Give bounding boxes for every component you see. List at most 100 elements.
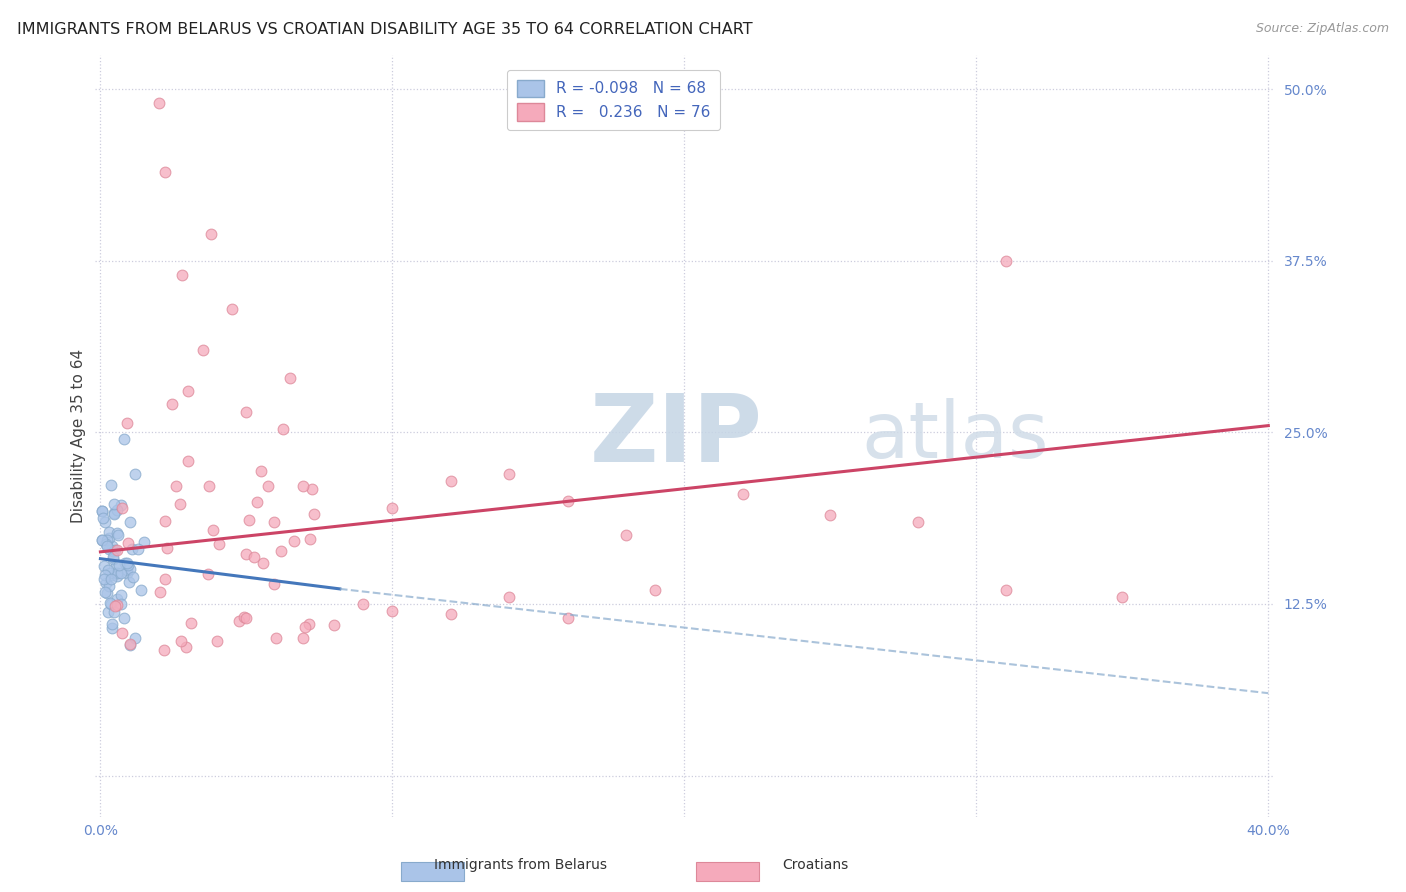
Point xyxy=(155,514,177,528)
Point xyxy=(96,539,118,553)
Point xyxy=(97,531,120,545)
Point xyxy=(101,621,124,635)
Point xyxy=(121,542,143,557)
Point xyxy=(110,597,132,611)
Point xyxy=(115,416,138,430)
Point xyxy=(172,268,194,282)
Point xyxy=(110,587,132,601)
Point xyxy=(105,543,128,558)
Text: IMMIGRANTS FROM BELARUS VS CROATIAN DISABILITY AGE 35 TO 64 CORRELATION CHART: IMMIGRANTS FROM BELARUS VS CROATIAN DISA… xyxy=(17,22,752,37)
Point xyxy=(98,579,121,593)
Point xyxy=(302,507,325,521)
Point xyxy=(103,507,125,521)
Point xyxy=(498,467,520,481)
Point xyxy=(820,508,842,522)
Point xyxy=(228,614,250,628)
Point xyxy=(103,497,125,511)
Point xyxy=(94,515,117,529)
Point xyxy=(96,533,118,547)
Point xyxy=(111,626,134,640)
Point xyxy=(440,607,463,621)
Point xyxy=(94,567,117,582)
Point xyxy=(104,559,127,574)
Point xyxy=(103,507,125,521)
Point xyxy=(263,515,285,529)
Point xyxy=(205,634,228,648)
Point xyxy=(90,504,112,518)
Point xyxy=(174,640,197,655)
Point xyxy=(301,482,323,496)
Point xyxy=(270,544,292,558)
Point xyxy=(121,569,143,583)
Point xyxy=(197,479,219,493)
Point xyxy=(100,597,122,611)
Point xyxy=(124,632,146,646)
Point xyxy=(105,591,128,606)
Point xyxy=(114,556,136,570)
Point xyxy=(97,541,120,556)
Point xyxy=(91,504,114,518)
Point xyxy=(294,620,316,634)
Point xyxy=(97,605,120,619)
Point xyxy=(115,566,138,581)
Text: Croatians: Croatians xyxy=(782,858,849,872)
Point xyxy=(156,541,179,555)
Point xyxy=(107,528,129,542)
Point xyxy=(105,569,128,583)
Point xyxy=(129,583,152,598)
Point xyxy=(153,572,176,586)
Point xyxy=(191,343,214,358)
Point xyxy=(291,631,314,645)
Point xyxy=(381,604,404,618)
Legend: R = -0.098   N = 68, R =   0.236   N = 76: R = -0.098 N = 68, R = 0.236 N = 76 xyxy=(508,70,720,130)
Point xyxy=(208,537,231,551)
Point xyxy=(110,498,132,512)
Point xyxy=(124,467,146,481)
Point xyxy=(101,568,124,582)
Y-axis label: Disability Age 35 to 64: Disability Age 35 to 64 xyxy=(72,349,86,523)
Point xyxy=(93,559,115,574)
Point xyxy=(1111,590,1133,604)
Point xyxy=(238,513,260,527)
Point xyxy=(97,525,120,540)
Point xyxy=(153,165,176,179)
Point xyxy=(160,397,183,411)
Point xyxy=(90,533,112,547)
Point xyxy=(110,501,132,516)
Point xyxy=(100,616,122,631)
Point xyxy=(90,533,112,548)
Point xyxy=(235,547,257,561)
Point xyxy=(105,503,128,517)
Point xyxy=(283,534,305,549)
Point xyxy=(112,611,135,625)
Point xyxy=(134,535,156,549)
Point xyxy=(221,301,243,316)
Point xyxy=(148,96,170,111)
Text: 40.0%: 40.0% xyxy=(1246,823,1291,838)
Text: 0.0%: 0.0% xyxy=(83,823,118,838)
Point xyxy=(100,478,122,492)
Point xyxy=(101,539,124,553)
Point xyxy=(93,572,115,586)
Text: ZIP: ZIP xyxy=(591,390,763,482)
Point xyxy=(105,526,128,541)
Point xyxy=(120,637,142,651)
Point xyxy=(148,585,170,599)
Point xyxy=(104,543,127,558)
Point xyxy=(105,598,128,612)
Point xyxy=(232,610,254,624)
Point xyxy=(169,497,191,511)
Point xyxy=(100,572,122,586)
Point xyxy=(127,542,149,557)
Point xyxy=(117,558,139,573)
Point xyxy=(115,563,138,577)
Point xyxy=(278,371,301,385)
Point xyxy=(352,597,374,611)
Point xyxy=(264,632,287,646)
Point xyxy=(97,563,120,577)
Point xyxy=(243,549,266,564)
Point xyxy=(101,550,124,565)
Point xyxy=(498,590,520,604)
Point xyxy=(291,479,314,493)
Point xyxy=(246,494,269,508)
